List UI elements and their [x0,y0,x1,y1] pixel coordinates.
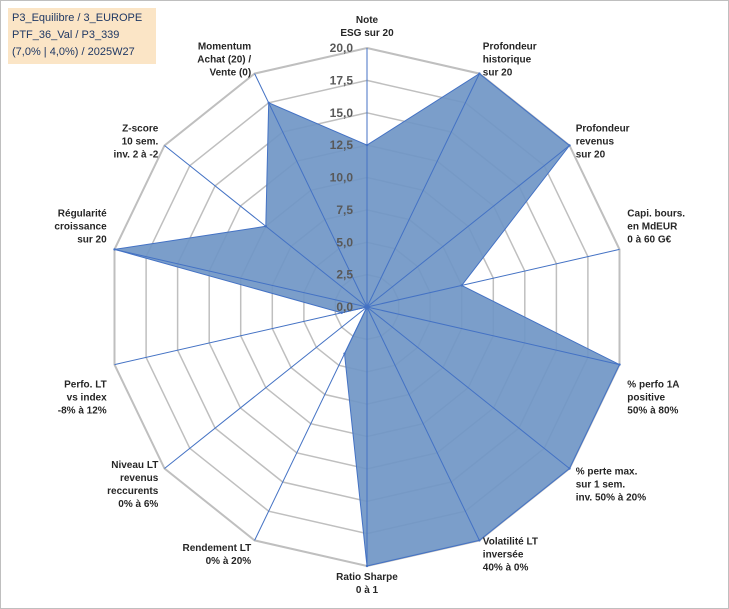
tick-label-0: 0,0 [336,300,353,314]
axis-label-6: Volatilité LT inversée 40% à 0% [483,537,538,574]
info-line-1: P3_Equilibre / 3_EUROPE [12,12,143,24]
radar-axis-labels: Note ESG sur 20 Profondeur historique sur 20… [54,15,685,596]
axis-label-10-line-1: vs index [67,392,107,403]
axis-label-12: Z-score 10 sem. inv. 2 à -2 [113,124,158,161]
axis-label-13-line-2: Vente (0) [210,67,252,78]
axis-label-1-line-2: sur 20 [483,67,513,78]
spoke-8 [254,306,368,541]
axis-label-11-line-2: sur 20 [77,235,107,246]
tick-label-7: 17,5 [330,73,354,87]
tick-label-6: 15,0 [330,106,354,120]
portfolio-info-box: P3_Equilibre / 3_EUROPE PTF_36_Val / P3_… [8,8,156,64]
radar-spokes [114,48,620,566]
axis-label-7: Ratio Sharpe 0 à 1 [336,572,398,596]
axis-label-9: Niveau LT revenus reccurents 0% à 6% [107,460,159,510]
tick-label-4: 10,0 [330,171,354,185]
axis-label-9-line-3: 0% à 6% [118,499,158,510]
axis-label-5-line-2: inv. 50% à 20% [576,493,647,504]
axis-label-10-line-2: -8% à 12% [58,405,107,416]
axis-label-9-line-1: revenus [120,473,159,484]
spoke-6 [366,306,480,541]
axis-label-11-line-1: croissance [54,222,107,233]
axis-label-5-line-1: sur 1 sem. [576,480,626,491]
info-line-2: PTF_36_Val / P3_339 [12,29,120,41]
axis-label-3-line-0: Capi. bours. [627,209,685,220]
axis-label-10: Perfo. LT vs index -8% à 12% [58,379,107,416]
axis-label-4: % perfo 1A positive 50% à 80% [627,379,679,416]
axis-label-7-line-1: 0 à 1 [356,585,379,596]
tick-label-8: 20,0 [330,41,354,55]
tick-label-2: 5,0 [336,235,353,249]
spoke-3 [366,248,620,308]
axis-label-5-line-0: % perte max. [576,467,638,478]
axis-label-8-line-1: 0% à 20% [206,556,252,567]
info-line-3: (7,0% | 4,0%) / 2025W27 [12,46,135,58]
radar-tick-labels: 0,0 2,5 5,0 7,5 10,0 12,5 15,0 17,5 20,0 [330,41,354,314]
spoke-9 [164,306,368,469]
axis-label-12-line-2: inv. 2 à -2 [113,150,158,161]
axis-label-9-line-2: reccurents [107,486,159,497]
spoke-5 [366,306,570,469]
axis-label-13-line-0: Momentum [198,41,251,52]
axis-label-1: Profondeur historique sur 20 [483,41,537,78]
axis-label-8-line-0: Rendement LT [182,543,251,554]
axis-label-1-line-0: Profondeur [483,41,537,52]
axis-label-0-line-1: ESG sur 20 [340,28,394,39]
axis-label-13: Momentum Achat (20) / Vente (0) [197,41,251,78]
spoke-4 [366,306,620,366]
tick-label-3: 7,5 [336,203,353,217]
axis-label-6-line-1: inversée [483,550,524,561]
axis-label-3-line-2: 0 à 60 G€ [627,235,671,246]
axis-label-0: Note ESG sur 20 [340,15,394,39]
axis-label-11: Régularité croissance sur 20 [54,209,107,246]
spoke-11 [114,248,368,308]
axis-label-2: Profondeur revenus sur 20 [576,124,630,161]
axis-label-4-line-0: % perfo 1A [627,379,679,390]
axis-label-12-line-0: Z-score [122,124,159,135]
axis-label-3-line-1: en MdEUR [627,222,678,233]
axis-label-2-line-0: Profondeur [576,124,630,135]
tick-label-1: 2,5 [336,268,353,282]
spoke-1 [366,73,480,308]
axis-label-12-line-1: 10 sem. [122,137,159,148]
axis-label-0-line-0: Note [356,15,379,26]
axis-label-7-line-0: Ratio Sharpe [336,572,398,583]
axis-label-4-line-2: 50% à 80% [627,405,678,416]
axis-label-5: % perte max. sur 1 sem. inv. 50% à 20% [576,467,647,504]
axis-label-6-line-0: Volatilité LT [483,537,538,548]
spoke-12 [164,145,368,308]
axis-label-9-line-0: Niveau LT [111,460,158,471]
axis-label-6-line-2: 40% à 0% [483,563,529,574]
spoke-10 [114,306,368,366]
spoke-2 [366,145,570,308]
axis-label-2-line-2: sur 20 [576,150,606,161]
spoke-13 [254,73,368,308]
axis-label-8: Rendement LT 0% à 20% [182,543,251,567]
axis-label-4-line-1: positive [627,392,665,403]
axis-label-1-line-1: historique [483,54,532,65]
axis-label-2-line-1: revenus [576,137,615,148]
axis-label-10-line-0: Perfo. LT [64,379,107,390]
axis-label-3: Capi. bours. en MdEUR 0 à 60 G€ [627,209,685,246]
axis-label-13-line-1: Achat (20) / [197,54,251,65]
axis-label-11-line-0: Régularité [58,209,107,220]
tick-label-5: 12,5 [330,138,354,152]
